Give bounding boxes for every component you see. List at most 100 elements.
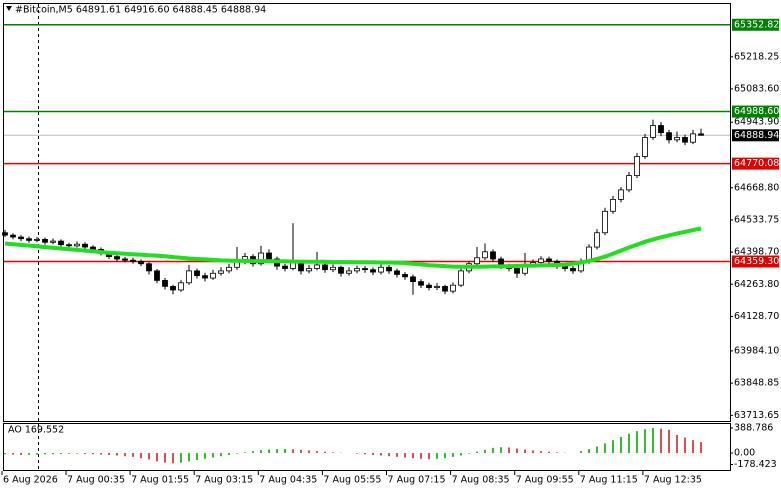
candle-body: [682, 137, 688, 143]
candle-body: [538, 258, 544, 263]
candle-body: [362, 268, 368, 271]
ao-panel: [3, 423, 731, 471]
candle-body: [546, 258, 552, 262]
candle-body: [634, 156, 640, 176]
chart-title: #Bitcoin,M5 64891.61 64916.60 64888.45 6…: [15, 5, 266, 16]
candle-body: [610, 198, 616, 212]
candle-body: [418, 281, 424, 286]
candle-body: [434, 285, 440, 288]
candle-body: [410, 276, 416, 283]
candle-body: [26, 238, 32, 241]
candle-body: [378, 266, 384, 273]
level-label: 64359.30: [734, 256, 779, 267]
candle-body: [314, 264, 320, 269]
candle-body: [122, 258, 128, 261]
x-tick-label: 7 Aug 07:15: [388, 475, 446, 486]
x-tick-label: 7 Aug 09:55: [516, 475, 574, 486]
candle-body: [298, 262, 304, 272]
candle-body: [650, 125, 656, 138]
y-tick-label: 65218.25: [734, 51, 779, 62]
candle-body: [690, 133, 696, 143]
candle-body: [154, 270, 160, 281]
candle-body: [258, 252, 264, 265]
level-label-box: [732, 105, 779, 118]
level-label: 64770.08: [734, 158, 779, 169]
candle-body: [482, 251, 488, 259]
candle-body: [210, 272, 216, 279]
candle-body: [394, 270, 400, 275]
candle-body: [162, 280, 168, 287]
candle-body: [306, 268, 312, 272]
y-tick-label: 64668.80: [734, 182, 779, 193]
moving-average: [4, 226, 702, 269]
ao-tick-label: 0.00: [734, 448, 755, 459]
main-panel: [3, 3, 731, 422]
candle-body: [34, 239, 40, 241]
candle-body: [42, 239, 48, 243]
candle-body: [346, 270, 352, 274]
level-label-box: [732, 157, 779, 170]
y-tick-label: 64533.75: [734, 214, 779, 225]
candle-body: [50, 240, 56, 243]
x-tick-label: 7 Aug 08:35: [452, 475, 510, 486]
candle-body: [666, 132, 672, 141]
y-tick-label: 64263.80: [734, 279, 779, 290]
y-tick-label: 63984.10: [734, 345, 779, 356]
candle-body: [138, 260, 144, 265]
candle-body: [282, 265, 288, 269]
candle-body: [58, 240, 64, 246]
candle-body: [322, 264, 328, 271]
candle-body: [626, 175, 632, 191]
candle-body: [642, 137, 648, 157]
candle-body: [114, 256, 120, 260]
candle-body: [618, 189, 624, 200]
candle-body: [602, 210, 608, 234]
x-tick-label: 7 Aug 01:55: [131, 475, 189, 486]
x-tick-label: 6 Aug 2026: [3, 475, 58, 486]
x-tick-label: 7 Aug 12:35: [644, 475, 702, 486]
candle-body: [338, 266, 344, 274]
level-label-box: [732, 255, 779, 268]
ao-tick-label: 388.786: [734, 423, 773, 434]
y-tick-label: 63848.85: [734, 378, 779, 389]
candle-body: [594, 232, 600, 248]
candle-body: [194, 270, 200, 277]
candle-body: [18, 236, 24, 240]
candle-body: [490, 251, 496, 260]
level-label: 64988.60: [734, 106, 779, 117]
candle-body: [698, 133, 704, 136]
x-tick-label: 7 Aug 00:35: [67, 475, 125, 486]
candle-body: [514, 268, 520, 274]
current-price-box: [732, 129, 779, 142]
candle-body: [186, 270, 192, 284]
candle-body: [10, 234, 16, 238]
candle-body: [2, 232, 8, 236]
candle-body: [402, 274, 408, 278]
x-tick-label: 7 Aug 03:15: [195, 475, 253, 486]
candle-body: [442, 285, 448, 292]
candle-body: [146, 263, 152, 272]
candle-body: [178, 282, 184, 291]
x-tick-label: 7 Aug 04:35: [259, 475, 317, 486]
ao-title: AO 169.552: [8, 425, 64, 436]
candle-body: [658, 125, 664, 134]
candle-body: [426, 284, 432, 288]
candle-body: [330, 266, 336, 271]
y-tick-label: 63713.65: [734, 410, 779, 421]
candle-body: [66, 244, 72, 247]
y-tick-label: 64398.70: [734, 247, 779, 258]
y-tick-label: 64128.70: [734, 311, 779, 322]
candle-body: [202, 275, 208, 279]
candle-body: [570, 268, 576, 272]
candle-body: [74, 243, 80, 247]
level-label: 65352.82: [734, 19, 779, 30]
candle-body: [370, 269, 376, 273]
candle-body: [130, 259, 136, 262]
candle-body: [450, 284, 456, 292]
level-label-box: [732, 18, 779, 31]
x-tick-label: 7 Aug 11:15: [580, 475, 638, 486]
candle-body: [674, 137, 680, 141]
title-icon: [6, 6, 12, 11]
